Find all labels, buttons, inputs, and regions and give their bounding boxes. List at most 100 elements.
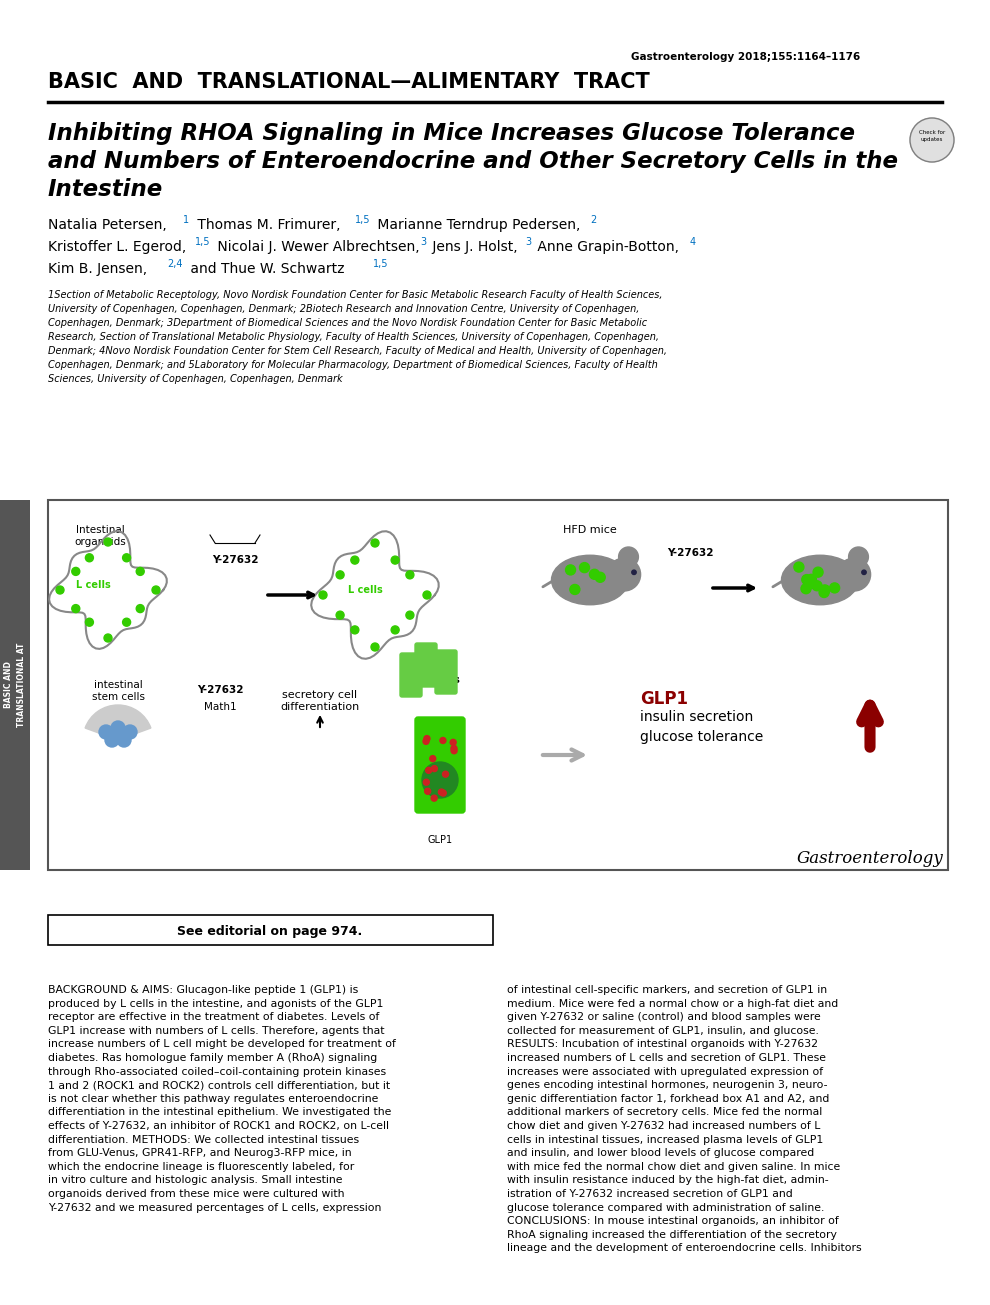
Circle shape (589, 569, 600, 579)
Text: Gastroenterology 2018;155:1164–1176: Gastroenterology 2018;155:1164–1176 (631, 52, 860, 63)
Circle shape (430, 756, 436, 762)
Circle shape (441, 790, 446, 796)
Circle shape (806, 578, 816, 589)
Text: HFD mice: HFD mice (563, 525, 617, 535)
Text: Y-27632: Y-27632 (212, 555, 258, 565)
Circle shape (813, 568, 823, 577)
Circle shape (424, 779, 430, 786)
Circle shape (319, 591, 327, 599)
Text: Y-27632: Y-27632 (666, 548, 713, 559)
Circle shape (137, 568, 145, 576)
Text: Check for
updates: Check for updates (919, 130, 945, 142)
Circle shape (423, 739, 429, 744)
Circle shape (862, 570, 866, 574)
Circle shape (72, 568, 80, 576)
Text: Math1: Math1 (204, 702, 237, 713)
Circle shape (794, 562, 804, 572)
Text: Jens J. Holst,: Jens J. Holst, (428, 240, 518, 254)
Circle shape (848, 547, 868, 566)
Text: Marianne Terndrup Pedersen,: Marianne Terndrup Pedersen, (373, 218, 580, 232)
Text: Nicolai J. Wewer Albrechtsen,: Nicolai J. Wewer Albrechtsen, (213, 240, 420, 254)
Circle shape (451, 748, 457, 754)
Text: BACKGROUND & AIMS: Glucagon-like peptide 1 (GLP1) is
produced by L cells in the : BACKGROUND & AIMS: Glucagon-like peptide… (48, 985, 396, 1212)
Circle shape (425, 788, 431, 795)
Circle shape (802, 574, 812, 585)
Circle shape (801, 583, 811, 594)
Wedge shape (85, 705, 150, 740)
Text: secretory cell
differentiation: secretory cell differentiation (280, 690, 359, 713)
FancyBboxPatch shape (400, 652, 422, 697)
Circle shape (595, 573, 605, 582)
Circle shape (443, 771, 448, 778)
Bar (48, 915, 493, 945)
Circle shape (632, 570, 637, 574)
Circle shape (72, 604, 80, 612)
Text: Intestinal
organoids: Intestinal organoids (74, 525, 126, 547)
Circle shape (152, 586, 160, 594)
Ellipse shape (551, 555, 629, 604)
Text: 1: 1 (183, 215, 189, 224)
Circle shape (565, 565, 575, 576)
Circle shape (85, 619, 93, 626)
Text: GLP1: GLP1 (428, 835, 452, 846)
Circle shape (910, 117, 954, 162)
Circle shape (391, 626, 399, 634)
Text: 1,5: 1,5 (355, 215, 370, 224)
Text: Gastroenterology: Gastroenterology (797, 850, 943, 867)
Circle shape (99, 726, 113, 739)
Text: Y-27632: Y-27632 (197, 685, 244, 696)
Circle shape (838, 559, 870, 591)
Circle shape (432, 766, 438, 771)
Text: glucose tolerance: glucose tolerance (640, 729, 763, 744)
Text: of intestinal cell-specific markers, and secretion of GLP1 in
medium. Mice were : of intestinal cell-specific markers, and… (507, 985, 861, 1253)
Circle shape (820, 585, 830, 595)
Text: 1Section of Metabolic Receptology, Novo Nordisk Foundation Center for Basic Meta: 1Section of Metabolic Receptology, Novo … (48, 290, 667, 384)
Circle shape (105, 733, 119, 746)
Text: Thomas M. Frimurer,: Thomas M. Frimurer, (193, 218, 341, 232)
Circle shape (111, 720, 125, 735)
Text: intestinal
stem cells: intestinal stem cells (91, 680, 145, 702)
Text: 3: 3 (420, 238, 426, 247)
Text: Kim B. Jensen,: Kim B. Jensen, (48, 262, 148, 275)
Text: 1,5: 1,5 (195, 238, 211, 247)
Circle shape (406, 570, 414, 579)
Circle shape (819, 587, 829, 598)
Circle shape (608, 559, 641, 591)
Text: 3: 3 (525, 238, 531, 247)
Circle shape (812, 581, 822, 591)
FancyBboxPatch shape (415, 716, 465, 813)
Text: L cells: L cells (347, 585, 382, 595)
Circle shape (104, 634, 112, 642)
Circle shape (422, 762, 458, 797)
Circle shape (350, 556, 358, 564)
Circle shape (431, 795, 438, 801)
Text: 2: 2 (590, 215, 596, 224)
Circle shape (350, 626, 358, 634)
FancyBboxPatch shape (435, 650, 457, 694)
Circle shape (424, 736, 430, 741)
Circle shape (371, 643, 379, 651)
Text: BASIC  AND  TRANSLATIONAL—ALIMENTARY  TRACT: BASIC AND TRANSLATIONAL—ALIMENTARY TRACT (48, 72, 649, 91)
Circle shape (406, 611, 414, 619)
Text: 1,5: 1,5 (373, 258, 388, 269)
Text: insulin secretion: insulin secretion (640, 710, 753, 724)
Circle shape (336, 611, 345, 619)
Circle shape (439, 790, 445, 795)
Circle shape (336, 570, 345, 579)
Circle shape (117, 733, 131, 746)
Text: See editorial on page 974.: See editorial on page 974. (177, 925, 362, 938)
Circle shape (123, 553, 131, 561)
Circle shape (371, 539, 379, 547)
Circle shape (450, 740, 456, 745)
Circle shape (830, 583, 840, 592)
Circle shape (807, 574, 817, 585)
Circle shape (391, 556, 399, 564)
Text: GLP1: GLP1 (640, 690, 688, 709)
Text: Natalia Petersen,: Natalia Petersen, (48, 218, 166, 232)
Text: Anne Grapin-Botton,: Anne Grapin-Botton, (533, 240, 679, 254)
Text: 4: 4 (690, 238, 696, 247)
Circle shape (440, 737, 446, 744)
Circle shape (426, 767, 432, 774)
Circle shape (123, 619, 131, 626)
Text: and Numbers of Enteroendocrine and Other Secretory Cells in the: and Numbers of Enteroendocrine and Other… (48, 150, 898, 174)
